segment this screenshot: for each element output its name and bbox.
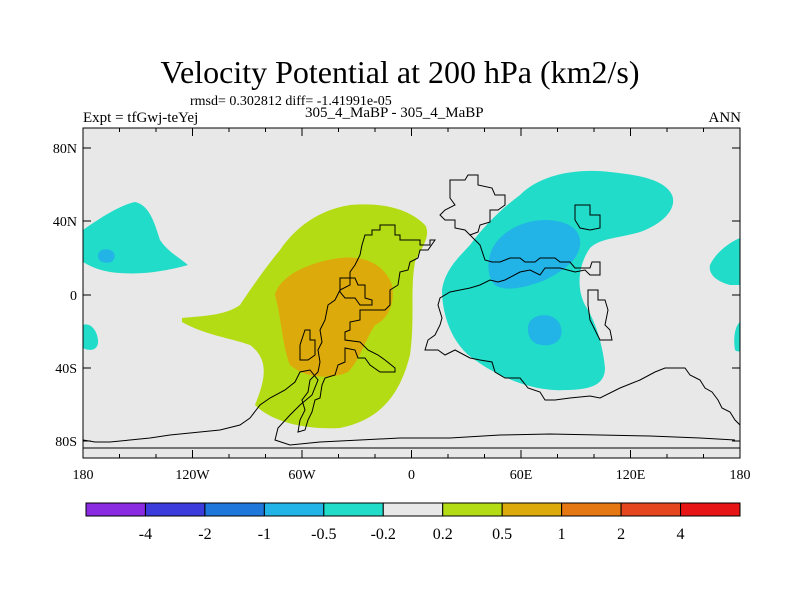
- colorbar-swatch: [204, 502, 265, 517]
- colorbar-swatch: [561, 502, 622, 517]
- y-tick-label: 40S: [55, 362, 77, 377]
- colorbar-label: -1: [258, 526, 271, 543]
- negative-east-edge-south: [734, 322, 740, 352]
- stats-text: rmsd= 0.302812 diff= -1.41991e-05: [190, 94, 392, 109]
- negative-anomaly-region: [442, 170, 674, 391]
- colorbar-label: 2: [617, 526, 625, 543]
- colorbar-swatch: [680, 502, 741, 517]
- page-title: Velocity Potential at 200 hPa (km2/s): [160, 54, 640, 90]
- negative-max-region: [488, 220, 581, 289]
- colorbar-swatch: [620, 502, 682, 517]
- colorbar-swatch: [263, 502, 325, 517]
- y-tick-label: 0: [70, 289, 77, 304]
- coastline: [83, 174, 740, 449]
- experiment-label: Expt = tfGwj-teYej: [83, 110, 199, 126]
- colorbar-swatch: [442, 502, 503, 517]
- colorbar-label: -4: [139, 526, 152, 543]
- colorbar-label: 4: [677, 526, 685, 543]
- y-tick-label: 80N: [53, 142, 77, 157]
- colorbar-label: 0.5: [492, 526, 512, 543]
- colorbar-swatch: [501, 502, 563, 517]
- axes: 80N 40N 0 40S 80S 180 120W 60W 0 60E 120E 180: [53, 128, 751, 483]
- colorbar-label: 1: [558, 526, 566, 543]
- x-tick-label: 60W: [288, 468, 316, 483]
- x-tick-label: 180: [73, 468, 94, 483]
- colorbar-swatch: [382, 502, 444, 517]
- y-tick-label: 40N: [53, 215, 77, 230]
- colorbar-label: -0.5: [311, 526, 336, 543]
- x-tick-label: 180: [730, 468, 751, 483]
- colorbar-label: 0.2: [433, 526, 453, 543]
- colorbar: -4 -2 -1 -0.5 -0.2 0.2 0.5 1 2 4: [85, 502, 741, 543]
- x-tick-label: 0: [408, 468, 415, 483]
- colorbar-label: -0.2: [371, 526, 396, 543]
- x-tick-label: 120E: [616, 468, 646, 483]
- case-label: 305_4_MaBP - 305_4_MaBP: [305, 105, 484, 121]
- negative-west-pacific-core: [98, 249, 115, 263]
- x-tick-label: 60E: [510, 468, 533, 483]
- x-tick-label: 120W: [175, 468, 210, 483]
- negative-max-region-south: [528, 315, 562, 346]
- colorbar-swatch: [323, 502, 384, 517]
- positive-max-region: [275, 257, 393, 377]
- season-label: ANN: [708, 110, 742, 126]
- y-tick-label: 80S: [55, 435, 77, 450]
- negative-west-pacific-south: [83, 324, 99, 350]
- negative-east-edge-region: [709, 238, 740, 285]
- colorbar-swatch: [144, 502, 206, 517]
- colorbar-swatch: [85, 502, 146, 517]
- colorbar-label: -2: [198, 526, 211, 543]
